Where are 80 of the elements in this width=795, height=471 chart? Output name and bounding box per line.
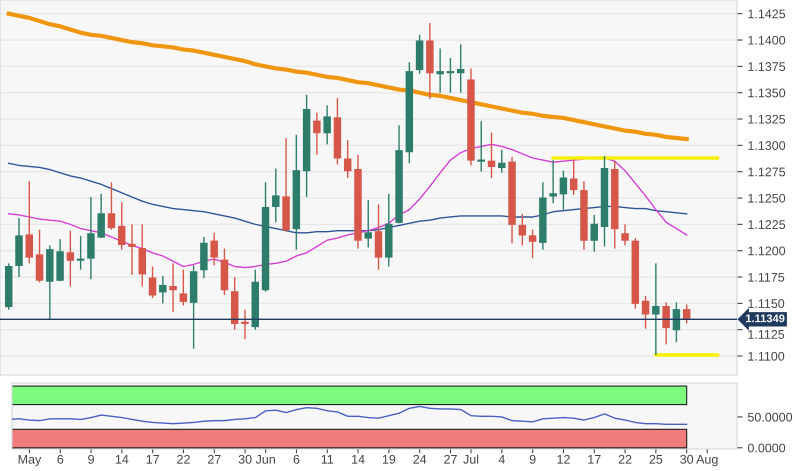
x-tick-label: 27 [208,454,221,464]
candlestick [642,295,650,330]
y-tick-label: 1.1175 [748,272,784,282]
candlestick [621,224,629,246]
y-tick-label: 1.1275 [748,168,786,176]
y-tick-label: 1.1425 [748,9,786,18]
x-tick-label: 30 [238,454,252,464]
candlestick [180,268,188,306]
x-tick-label: 25 [650,454,662,464]
candlestick [76,235,84,270]
y-tick-label: 50.0000 [748,412,792,422]
candlestick [169,262,177,312]
candlestick [488,132,496,179]
candlestick [446,57,454,94]
x-tick-label: 4 [498,455,505,464]
candlestick [560,170,568,210]
candlestick [682,304,690,324]
candlestick [518,213,526,246]
candlestick [26,180,34,264]
y-tick-label: 1.1150 [748,299,784,308]
x-tick-label: 11 [322,455,334,464]
candlestick [570,159,578,196]
candlestick [148,266,156,299]
candlestick [108,182,116,230]
x-tick-label: 19 [382,454,396,464]
x-tick-label: 17 [588,455,601,464]
line-series [8,162,688,234]
x-tick-label: 9 [530,454,536,464]
x-tick-label: 22 [177,454,190,464]
ref-line-label: 1.11349 [746,314,784,322]
candlestick [313,112,321,156]
x-tick-label: 24 [413,454,426,464]
line-series [8,144,688,268]
x-tick-label: 6 [294,454,300,464]
x-tick-label: Jul [463,454,478,464]
y-tick-label: 0.0000 [748,444,786,452]
candlestick [210,232,218,266]
line-series [6,12,689,142]
x-tick-label: 27 [444,454,457,464]
candlestick [344,139,352,179]
x-tick-label: 22 [618,454,632,464]
candlestick [477,120,485,172]
x-tick-label: Aug [696,455,718,466]
y-tick-label: 1.1375 [748,62,786,72]
candlestick [528,228,536,259]
x-tick-label: 6 [57,454,64,464]
candlestick [323,104,331,146]
candlestick [128,224,136,276]
y-tick-label: 1.1300 [748,141,786,150]
y-tick-label: 1.1325 [748,114,786,124]
candlestick [241,308,249,340]
x-tick-label: 30 [680,454,694,464]
y-tick-label: 1.1125 [748,330,784,339]
candlestick [118,202,126,250]
y-tick-label: 1.1100 [748,352,784,361]
candlestick [159,275,167,304]
candlestick [272,168,280,223]
x-tick-label: Jun [256,455,275,464]
candlestick [66,230,74,288]
candlestick [590,214,598,252]
candlestick [456,44,464,94]
candlestick [498,148,506,174]
candlestick [672,302,680,344]
candlestick [97,193,105,239]
y-tick-label: 1.1200 [748,246,786,256]
x-tick-label: 17 [146,455,160,464]
candlestick [436,48,444,94]
x-tick-label: 14 [352,455,365,464]
x-tick-label: 14 [116,455,128,464]
candlestick [652,262,660,356]
candlestick [364,199,372,248]
x-tick-label: 12 [557,454,570,464]
y-tick-label: 1.1250 [748,194,786,203]
y-tick-label: 1.1225 [748,220,786,230]
y-tick-label: 1.1400 [748,36,786,45]
candlestick [662,302,670,346]
x-tick-label: May [18,455,42,466]
x-tick-label: 9 [88,454,94,464]
candlestick [549,159,557,204]
y-tick-label: 1.1350 [748,88,786,98]
